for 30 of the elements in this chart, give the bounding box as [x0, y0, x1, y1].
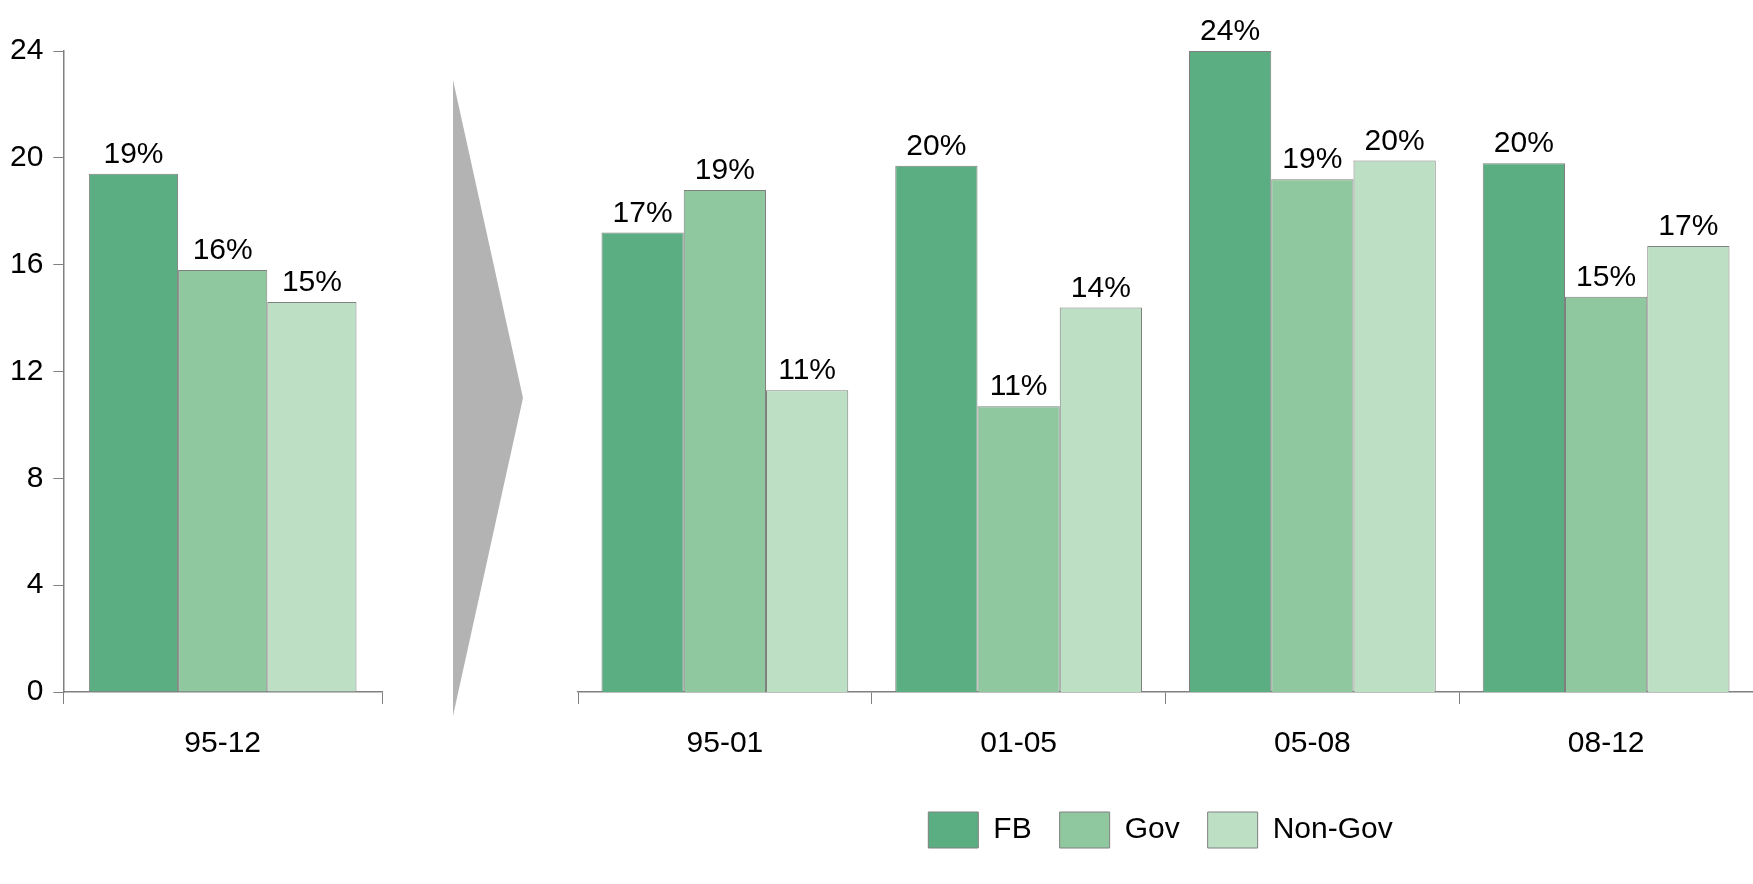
y-tick-label: 8	[26, 459, 44, 493]
data-label: 20%	[1493, 125, 1554, 159]
data-label: 17%	[1658, 208, 1719, 242]
x-tick-label: 05-08	[1274, 725, 1351, 759]
data-label: 19%	[103, 136, 164, 170]
data-label: 20%	[1364, 122, 1425, 156]
data-label: 11%	[989, 368, 1048, 402]
x-tick-label: 08-12	[1567, 725, 1645, 759]
y-tick-label: 20	[9, 139, 44, 173]
y-tick-label: 0	[26, 673, 44, 707]
x-tick-label: 95-01	[686, 725, 764, 759]
x-tick-label: 01-05	[980, 725, 1057, 759]
legend-label: FB	[993, 811, 1032, 845]
y-tick-label: 12	[9, 352, 44, 386]
data-label: 16%	[192, 232, 253, 266]
data-label: 19%	[694, 152, 755, 186]
data-label: 15%	[281, 264, 342, 298]
data-label: 19%	[1282, 141, 1343, 175]
data-label: 20%	[906, 128, 967, 162]
legend-label: Gov	[1124, 811, 1180, 845]
data-label: 24%	[1200, 13, 1261, 47]
y-tick-label: 16	[9, 245, 44, 279]
x-tick-label: 95-12	[184, 725, 262, 759]
data-label: 14%	[1070, 269, 1131, 303]
y-tick-label: 24	[9, 32, 44, 66]
y-tick-label: 4	[26, 566, 44, 600]
data-label: 11%	[778, 352, 837, 386]
data-label: 17%	[612, 194, 673, 228]
data-label: 15%	[1576, 258, 1637, 292]
legend-label: Non-Gov	[1272, 811, 1393, 845]
